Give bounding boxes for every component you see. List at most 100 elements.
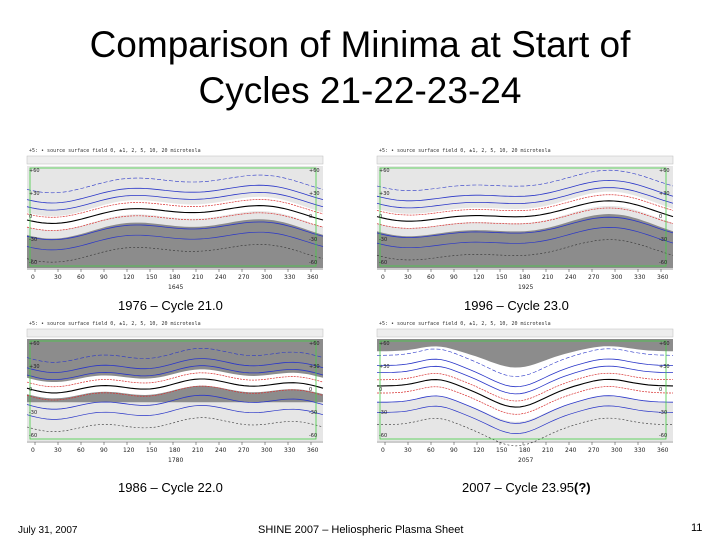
contour-line xyxy=(377,395,674,424)
y-tick-label-left: +30 xyxy=(29,191,40,197)
plot-header: +5: • source surface field 0, ±1, 2, 5, … xyxy=(379,321,551,327)
y-tick-label-right: -60 xyxy=(309,433,317,439)
y-tick-label-left: -30 xyxy=(29,410,37,416)
x-tick-label: 60 xyxy=(427,447,435,454)
y-tick-label-right: -30 xyxy=(309,237,317,243)
x-tick-label: 90 xyxy=(450,447,458,454)
synoptic-map-2007: +5: • source surface field 0, ±1, 2, 5, … xyxy=(375,317,675,467)
plot-date-strip xyxy=(26,328,324,338)
x-tick-label: 210 xyxy=(192,274,204,281)
x-tick-label: 330 xyxy=(634,447,646,454)
y-tick-label-left: -60 xyxy=(29,433,37,439)
plot-header: +5: • source surface field 0, ±1, 2, 5, … xyxy=(379,148,551,154)
data-window-frame xyxy=(29,167,317,267)
plot-header: +5: • source surface field 0, ±1, 2, 5, … xyxy=(29,321,201,327)
synoptic-map-1986: +5: • source surface field 0, ±1, 2, 5, … xyxy=(25,317,325,467)
x-tick-label: 0 xyxy=(31,447,35,454)
contour-line xyxy=(376,169,674,191)
x-tick-label: 210 xyxy=(542,274,554,281)
x-tick-label: 240 xyxy=(215,274,227,281)
x-tick-label: 30 xyxy=(404,274,412,281)
x-tick-label: 240 xyxy=(565,274,577,281)
y-tick-label-right: -60 xyxy=(659,260,667,266)
contour-line xyxy=(26,378,324,394)
contour-line xyxy=(26,365,324,380)
caption-1986: 1986 – Cycle 22.0 xyxy=(118,480,223,495)
y-tick-label-right: -60 xyxy=(309,260,317,266)
contour-line xyxy=(376,417,673,447)
x-tick-label: 360 xyxy=(657,274,669,281)
southern-polarity-region xyxy=(27,219,323,268)
contour-line xyxy=(376,239,674,261)
y-tick-label-right: +60 xyxy=(659,341,670,347)
x-tick-label: 240 xyxy=(565,447,577,454)
contour-line xyxy=(26,174,324,194)
contour-line xyxy=(376,207,674,229)
x-tick-label: 120 xyxy=(473,274,485,281)
contour-line xyxy=(377,358,674,388)
y-tick-label-right: +30 xyxy=(659,191,670,197)
x-tick-label: 300 xyxy=(261,447,273,454)
synoptic-map-2007-svg: +5: • source surface field 0, ±1, 2, 5, … xyxy=(375,317,675,467)
plot-header: +5: • source surface field 0, ±1, 2, 5, … xyxy=(29,148,201,154)
y-tick-label-right: 0 xyxy=(659,214,662,220)
x-tick-label: 330 xyxy=(284,274,296,281)
contour-line xyxy=(26,417,324,432)
x-tick-label: 30 xyxy=(404,447,412,454)
y-tick-label-right: -60 xyxy=(659,433,667,439)
contour-line xyxy=(376,216,674,238)
y-tick-label-right: +60 xyxy=(309,168,320,174)
contour-line xyxy=(26,394,324,410)
y-tick-label-left: -60 xyxy=(29,260,37,266)
y-tick-label-right: -30 xyxy=(659,237,667,243)
contour-line xyxy=(377,365,673,395)
synoptic-map-1976-svg: +5: • source surface field 0, ±1, 2, 5, … xyxy=(25,144,325,294)
northern-polarity-region xyxy=(377,339,673,368)
x-tick-label: 360 xyxy=(307,447,319,454)
x-tick-label: 150 xyxy=(146,447,158,454)
x-tick-label: 330 xyxy=(634,274,646,281)
contour-line xyxy=(376,227,674,249)
x-tick-label: 300 xyxy=(611,447,623,454)
rotation-number: 1925 xyxy=(518,284,533,291)
title-line-1: Comparison of Minima at Start of xyxy=(89,24,631,65)
y-tick-label-left: -60 xyxy=(379,433,387,439)
x-tick-label: 300 xyxy=(611,274,623,281)
x-tick-label: 0 xyxy=(31,274,35,281)
footer-date: July 31, 2007 xyxy=(18,525,78,536)
neutral-line-band xyxy=(27,196,323,231)
x-tick-label: 330 xyxy=(284,447,296,454)
y-tick-label-right: +60 xyxy=(659,168,670,174)
x-tick-label: 120 xyxy=(123,447,135,454)
x-tick-label: 30 xyxy=(54,447,62,454)
x-tick-label: 150 xyxy=(496,274,508,281)
y-tick-label-left: +30 xyxy=(29,364,40,370)
x-tick-label: 360 xyxy=(657,447,669,454)
synoptic-map-1976: +5: • source surface field 0, ±1, 2, 5, … xyxy=(25,144,325,294)
contour-line xyxy=(376,200,674,222)
x-tick-label: 0 xyxy=(381,447,385,454)
contour-line xyxy=(376,187,674,209)
contour-line xyxy=(26,205,324,224)
y-tick-label-left: 0 xyxy=(379,387,382,393)
y-tick-label-left: -60 xyxy=(379,260,387,266)
contour-line xyxy=(26,191,324,211)
title-line-2: Cycles 21-22-23-24 xyxy=(198,70,522,111)
x-tick-label: 300 xyxy=(261,274,273,281)
contour-line xyxy=(26,199,324,218)
contour-line xyxy=(26,358,324,373)
y-tick-label-left: +60 xyxy=(379,168,390,174)
plot-date-strip xyxy=(26,155,324,165)
y-tick-label-left: +60 xyxy=(29,341,40,347)
x-tick-label: 360 xyxy=(307,274,319,281)
x-tick-label: 0 xyxy=(381,274,385,281)
x-tick-label: 270 xyxy=(588,274,600,281)
caption-1976: 1976 – Cycle 21.0 xyxy=(118,298,223,313)
x-tick-label: 150 xyxy=(496,447,508,454)
contour-line xyxy=(26,184,324,204)
y-tick-label-left: -30 xyxy=(379,410,387,416)
contour-line xyxy=(377,378,674,408)
slide-title: Comparison of Minima at Start of Cycles … xyxy=(0,22,720,114)
contour-line xyxy=(26,231,324,251)
contour-line xyxy=(377,386,673,415)
